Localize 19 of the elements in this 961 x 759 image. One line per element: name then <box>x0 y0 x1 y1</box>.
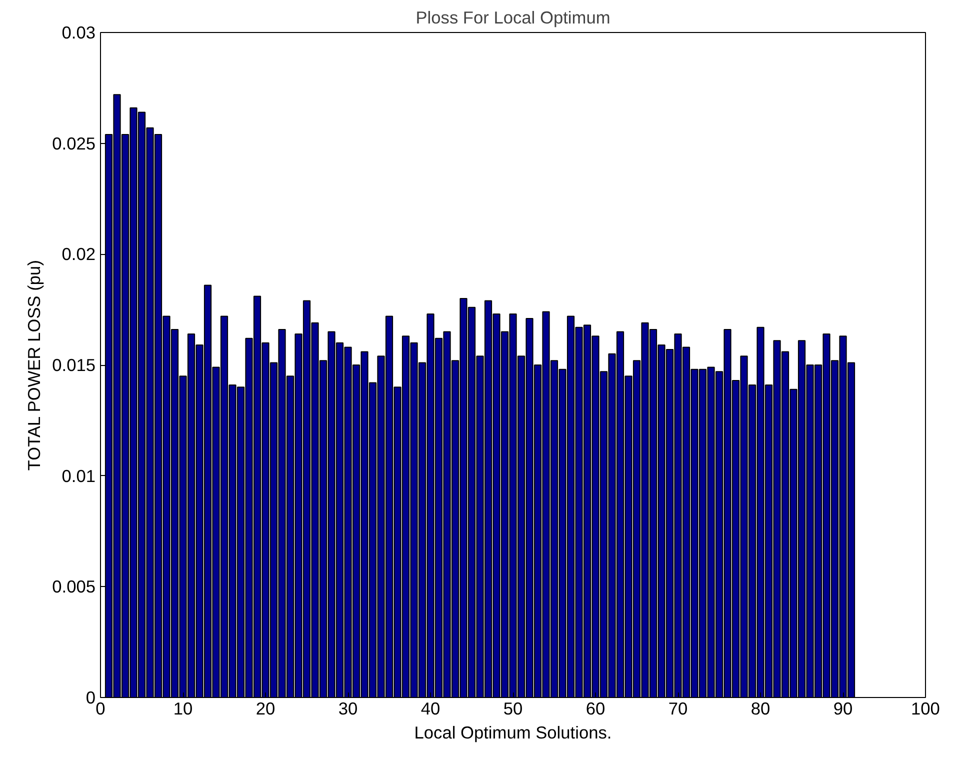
y-tick-label: 0.025 <box>52 133 96 154</box>
x-tick-label: 90 <box>833 698 853 718</box>
x-tick-label: 30 <box>338 698 358 718</box>
x-tick-label: 20 <box>256 698 276 718</box>
x-tick-label: 40 <box>420 698 440 718</box>
y-tick-label: 0.015 <box>52 355 96 375</box>
y-tick-label: 0.02 <box>62 244 96 264</box>
x-tick-label: 10 <box>173 698 193 718</box>
y-axis-title: TOTAL POWER LOSS (pu) <box>24 260 44 471</box>
x-tick-label: 100 <box>911 698 940 718</box>
y-tick-label: 0.03 <box>62 22 96 42</box>
x-tick-label: 80 <box>750 698 770 718</box>
y-tick-label: 0.005 <box>52 576 96 597</box>
x-tick-label: 50 <box>503 698 523 718</box>
y-tick-label: 0.01 <box>62 466 96 486</box>
x-tick-label: 70 <box>668 698 688 718</box>
x-tick-label: 60 <box>586 698 606 718</box>
chart-title: Ploss For Local Optimum <box>416 8 610 28</box>
x-axis-title: Local Optimum Solutions. <box>414 722 612 742</box>
